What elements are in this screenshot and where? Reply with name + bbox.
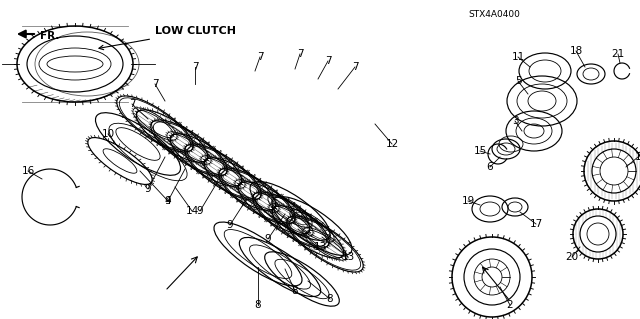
Text: 9: 9 (145, 184, 151, 194)
Text: 9: 9 (227, 220, 234, 230)
Text: FR.: FR. (40, 31, 60, 41)
Text: 6: 6 (486, 162, 493, 172)
Text: 5: 5 (515, 76, 522, 86)
Text: 12: 12 (385, 139, 399, 149)
Text: 7: 7 (297, 49, 303, 59)
Text: 9: 9 (196, 206, 204, 216)
Text: 13: 13 (341, 252, 355, 262)
Text: 13: 13 (314, 242, 326, 252)
Text: 11: 11 (511, 52, 525, 62)
Text: 3: 3 (512, 116, 518, 126)
Text: 9: 9 (265, 234, 271, 244)
Text: 2: 2 (507, 300, 513, 310)
Text: 7: 7 (352, 62, 358, 72)
Text: 8: 8 (255, 300, 261, 310)
Text: 7: 7 (192, 62, 198, 72)
Text: 20: 20 (565, 252, 579, 262)
Text: 15: 15 (474, 146, 486, 156)
Text: 9: 9 (164, 196, 172, 206)
Text: LOW CLUTCH: LOW CLUTCH (99, 26, 236, 50)
Text: 19: 19 (461, 196, 475, 206)
Text: 7: 7 (152, 79, 158, 89)
Text: 7: 7 (257, 52, 263, 62)
Text: 21: 21 (611, 49, 625, 59)
Text: 1: 1 (635, 152, 640, 162)
Text: 10: 10 (101, 129, 115, 139)
Text: 8: 8 (326, 294, 333, 304)
Text: STX4A0400: STX4A0400 (468, 10, 520, 19)
Text: 14: 14 (186, 206, 198, 216)
Text: 7: 7 (129, 99, 135, 109)
Text: 18: 18 (570, 46, 582, 56)
Text: 4: 4 (164, 196, 172, 206)
Text: 7: 7 (324, 56, 332, 66)
Text: 16: 16 (21, 166, 35, 176)
Text: 17: 17 (529, 219, 543, 229)
Text: 8: 8 (292, 286, 298, 296)
